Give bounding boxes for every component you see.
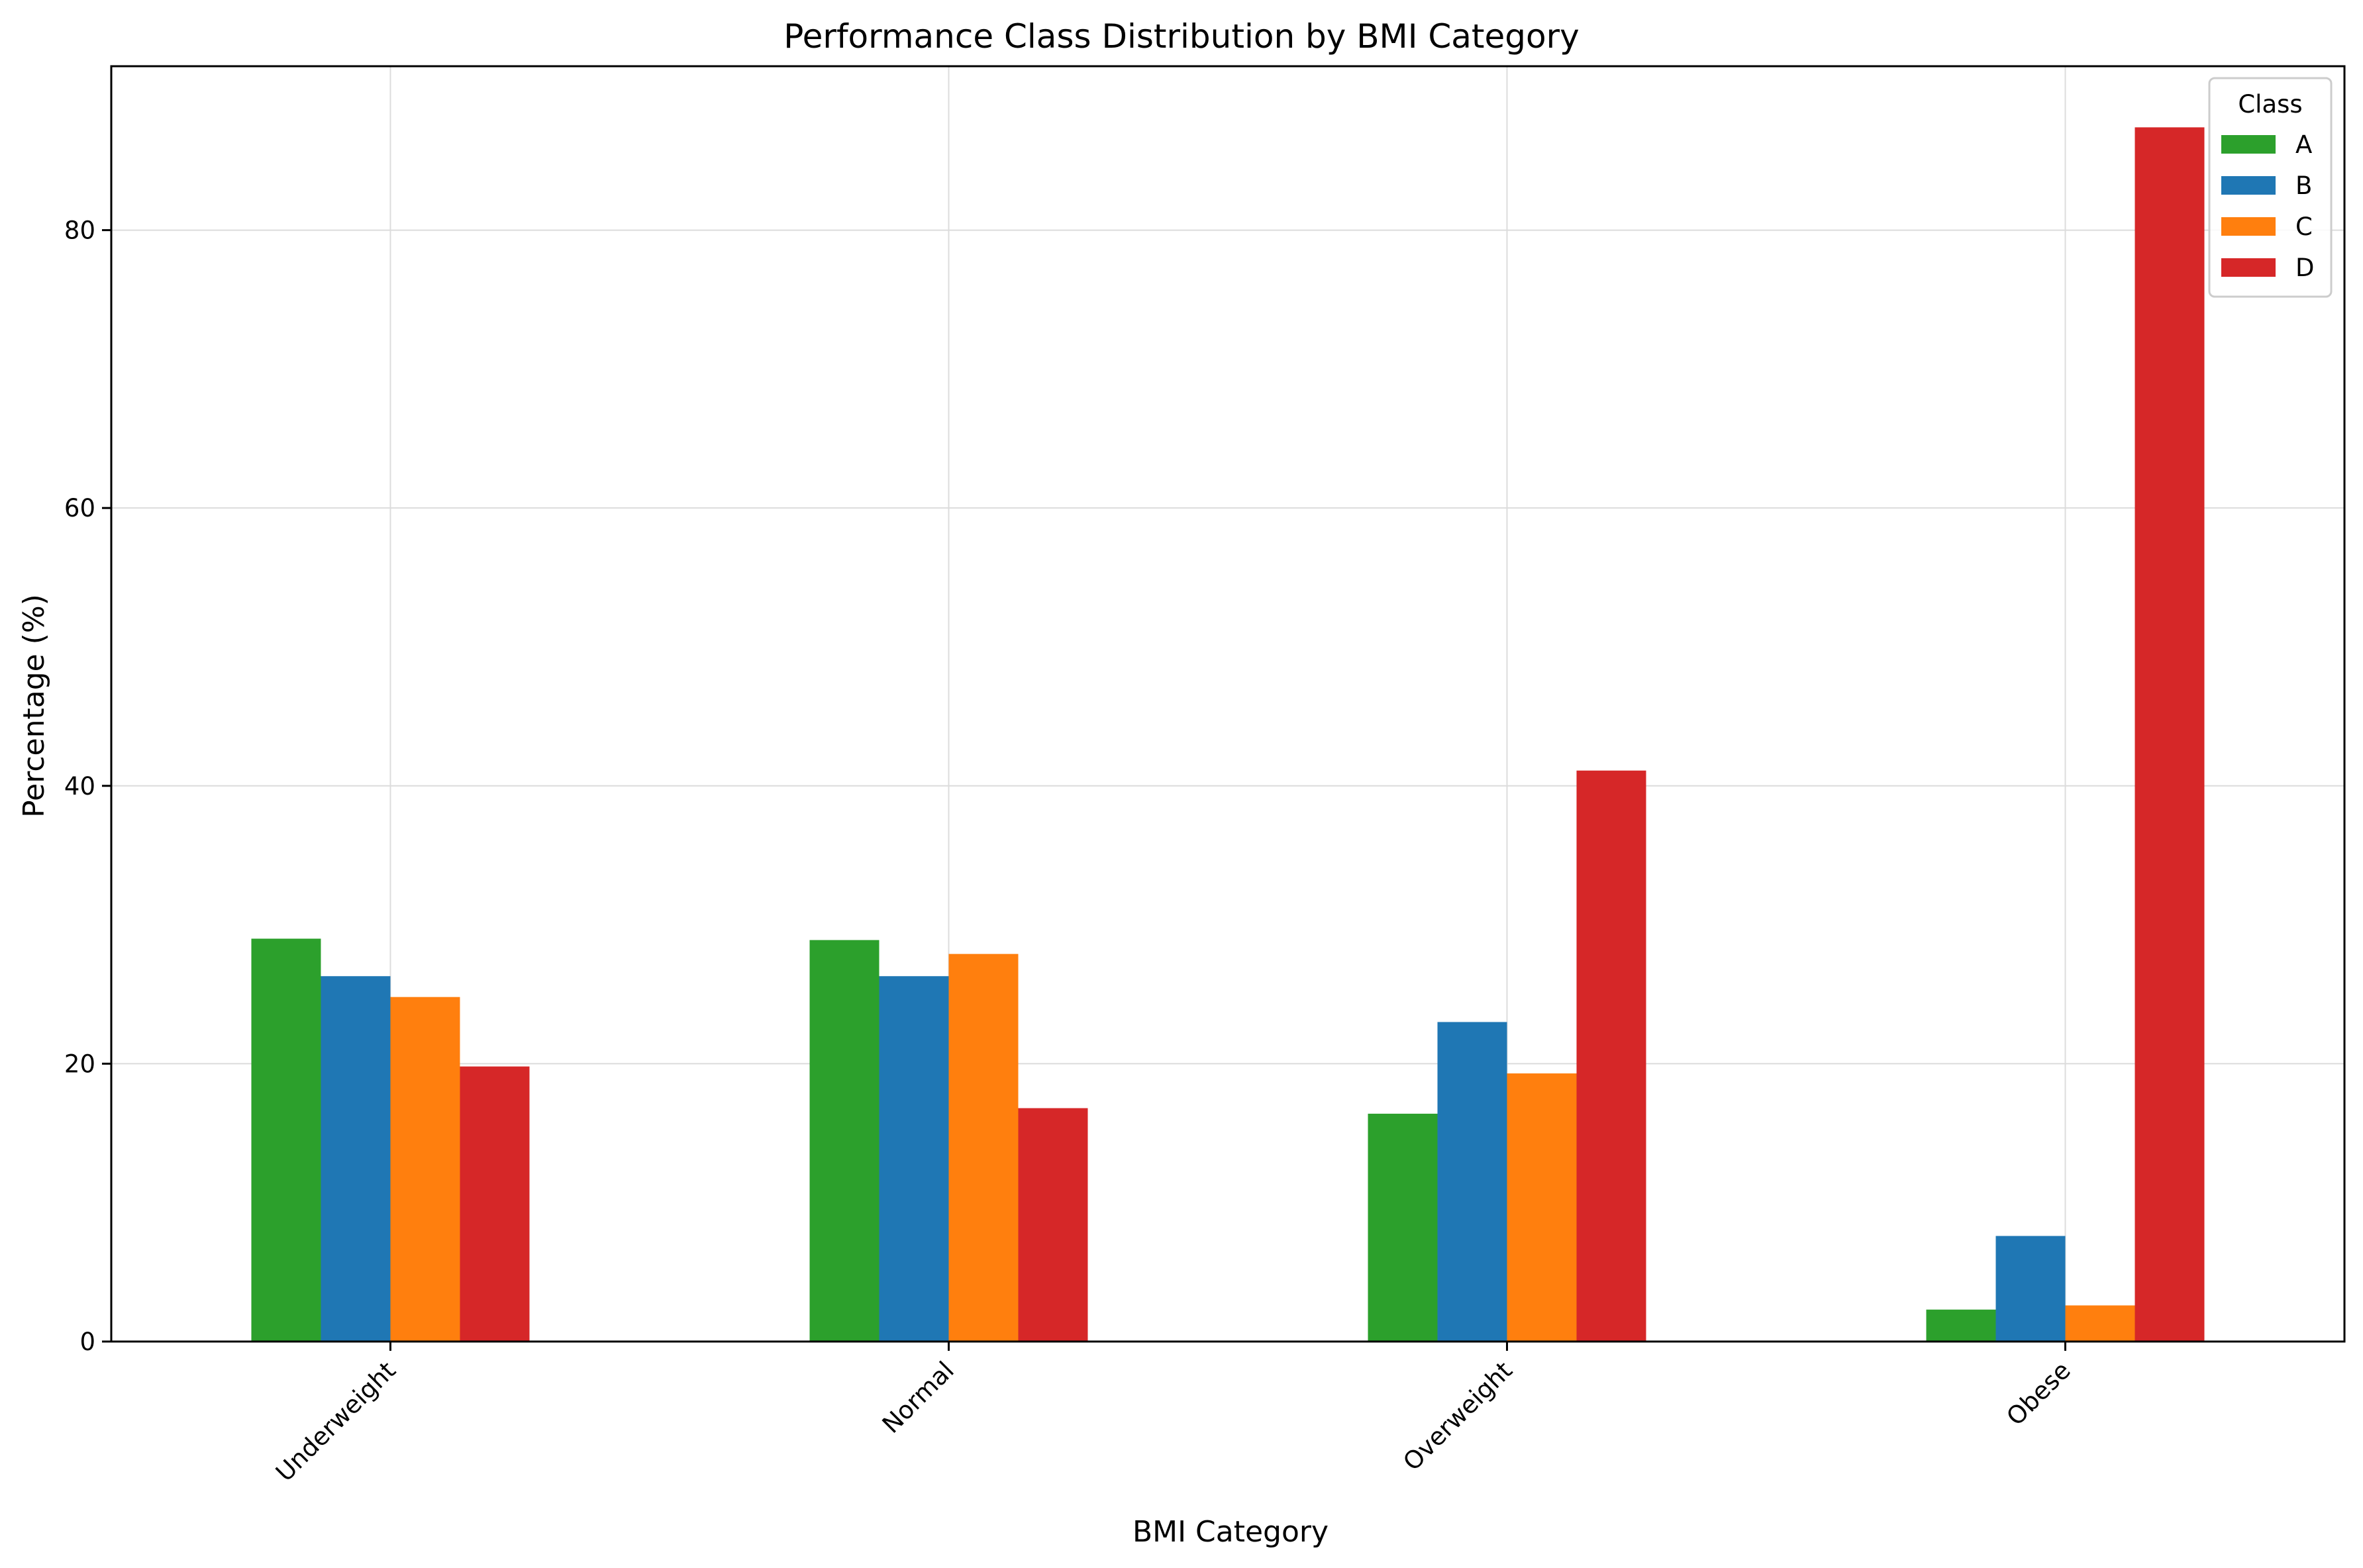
- legend-label-A: A: [2295, 130, 2312, 159]
- bar-C-obese: [2065, 1305, 2135, 1342]
- axes-frame: [110, 65, 2346, 1343]
- y-tick-label: 60: [64, 494, 95, 522]
- y-axis-label: Percentage (%): [17, 594, 51, 818]
- y-tick-label: 20: [64, 1050, 95, 1078]
- legend-label-C: C: [2295, 213, 2313, 241]
- legend-swatch-A: [2221, 135, 2276, 154]
- chart-title: Performance Class Distribution by BMI Ca…: [783, 17, 1579, 56]
- x-axis-label: BMI Category: [1132, 1515, 1329, 1549]
- bar-A-obese: [1926, 1309, 1996, 1342]
- bar-A-underweight: [251, 938, 321, 1342]
- y-tick-label: 40: [64, 772, 95, 801]
- bar-C-normal: [948, 954, 1019, 1342]
- bar-A-normal: [809, 940, 880, 1342]
- bar-B-obese: [1995, 1236, 2066, 1342]
- bar-D-underweight: [460, 1066, 530, 1342]
- bar-B-overweight: [1437, 1022, 1507, 1342]
- bar-B-normal: [879, 976, 949, 1342]
- y-tick-label: 80: [64, 217, 95, 245]
- bars: [251, 127, 2205, 1342]
- bar-C-underweight: [390, 997, 460, 1342]
- bar-B-underweight: [321, 976, 391, 1342]
- legend-swatch-D: [2221, 258, 2276, 277]
- legend-swatch-C: [2221, 217, 2276, 236]
- bar-C-overweight: [1507, 1073, 1577, 1342]
- legend-swatch-B: [2221, 176, 2276, 195]
- legend-label-B: B: [2295, 172, 2312, 200]
- bar-D-obese: [2135, 127, 2205, 1342]
- bar-D-normal: [1018, 1108, 1088, 1342]
- legend-label-D: D: [2295, 254, 2315, 282]
- bar-D-overweight: [1576, 770, 1646, 1342]
- legend-title: Class: [2238, 90, 2302, 119]
- bar-A-overweight: [1368, 1113, 1438, 1342]
- y-tick-label: 0: [79, 1328, 95, 1356]
